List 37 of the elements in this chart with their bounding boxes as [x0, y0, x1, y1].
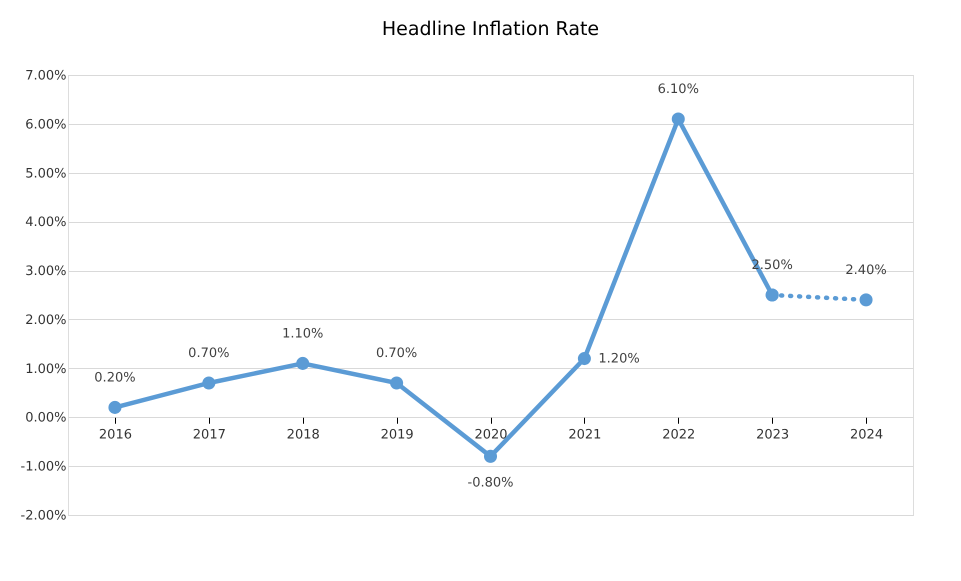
- data-label: 1.10%: [282, 326, 324, 342]
- y-tick-label: 6.00%: [25, 117, 66, 132]
- x-tick-label: 2017: [192, 428, 226, 443]
- point: [390, 376, 404, 390]
- y-tick-label: 4.00%: [25, 215, 66, 230]
- x-tick-label: 2024: [850, 428, 884, 443]
- y-tick-label: 1.00%: [25, 362, 66, 377]
- point: [766, 288, 779, 302]
- x-tick-label: 2021: [568, 428, 602, 443]
- data-label: 6.10%: [658, 82, 699, 97]
- x-tick-label: 2022: [662, 428, 696, 443]
- x-tick-label: 2019: [380, 428, 414, 443]
- point: [672, 112, 685, 126]
- x-tick-label: 2020: [474, 428, 508, 443]
- point: [484, 450, 498, 463]
- data-label: 1.20%: [598, 352, 640, 367]
- point: [860, 293, 873, 306]
- y-tick-label: 2.00%: [25, 312, 66, 328]
- data-label: -0.80%: [468, 475, 514, 490]
- x-tick-label: 2016: [98, 428, 132, 443]
- y-tick-label: 0.00%: [25, 410, 66, 426]
- point: [578, 352, 591, 366]
- y-tick-label: 3.00%: [25, 264, 66, 280]
- data-label: 0.20%: [94, 370, 136, 386]
- data-label: 0.70%: [376, 346, 418, 361]
- x-tick-label: 2018: [286, 428, 320, 443]
- x-tick-label: 2023: [756, 428, 790, 443]
- chart-title: Headline Inflation Rate: [382, 18, 600, 40]
- data-label: 2.40%: [845, 262, 887, 278]
- point: [108, 400, 122, 414]
- y-tick-label: -1.00%: [20, 460, 66, 475]
- point: [202, 376, 216, 390]
- data-label: 0.70%: [188, 346, 230, 361]
- y-tick-label: 7.00%: [25, 68, 66, 84]
- y-tick-label: -2.00%: [20, 508, 66, 524]
- point: [296, 356, 310, 370]
- y-tick-label: 5.00%: [25, 166, 66, 182]
